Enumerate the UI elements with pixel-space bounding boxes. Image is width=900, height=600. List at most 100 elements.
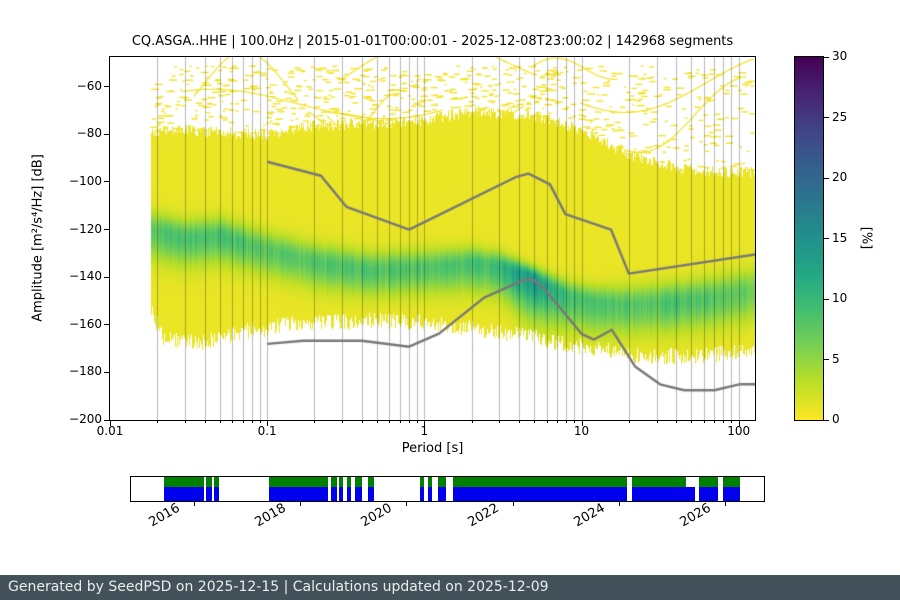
- timeline-year-label: 2022: [465, 500, 502, 531]
- x-minor-tick-mark: [314, 420, 316, 423]
- availability-segment-green: [428, 477, 432, 487]
- availability-segment-blue: [699, 487, 718, 501]
- x-tick-mark: [738, 420, 740, 426]
- availability-segment-green: [339, 477, 344, 487]
- y-tick-label: −200: [69, 412, 102, 426]
- x-minor-tick-mark: [723, 420, 725, 423]
- x-minor-tick-mark: [259, 420, 261, 423]
- availability-segment-blue: [213, 487, 219, 501]
- availability-timeline: [130, 476, 765, 502]
- y-tick-label: −100: [69, 173, 102, 188]
- timeline-year-label: 2024: [571, 500, 608, 531]
- x-minor-tick-mark: [232, 420, 234, 423]
- availability-segment-blue: [339, 487, 344, 501]
- colorbar-tick-label: 15: [832, 230, 848, 245]
- timeline-year-tick: [193, 502, 195, 506]
- x-minor-tick-mark: [731, 420, 733, 423]
- y-tick-mark: [104, 181, 110, 183]
- x-minor-tick-mark: [342, 420, 344, 423]
- availability-segment-blue: [205, 487, 212, 501]
- x-minor-tick-mark: [557, 420, 559, 423]
- availability-segment-green: [453, 477, 628, 487]
- colorbar-tick-mark: [824, 238, 829, 239]
- x-minor-tick-mark: [157, 420, 159, 423]
- availability-segment-blue: [438, 487, 447, 501]
- chart-title: CQ.ASGA..HHE | 100.0Hz | 2015-01-01T00:0…: [131, 34, 734, 49]
- x-tick-label: 0.1: [257, 424, 277, 438]
- availability-segment-green: [163, 477, 204, 487]
- x-minor-tick-mark: [499, 420, 501, 423]
- x-minor-tick-mark: [417, 420, 419, 423]
- availability-segment-blue: [631, 487, 696, 501]
- timeline-year-tick: [406, 502, 408, 506]
- x-minor-tick-mark: [204, 420, 206, 423]
- timeline-year-label: 2026: [677, 500, 714, 531]
- x-minor-tick-mark: [389, 420, 391, 423]
- x-minor-tick-mark: [574, 420, 576, 423]
- x-minor-tick-mark: [518, 420, 520, 423]
- x-minor-tick-mark: [399, 420, 401, 423]
- availability-segment-blue: [268, 487, 328, 501]
- x-tick-label: 100: [727, 424, 751, 438]
- x-minor-tick-mark: [628, 420, 630, 423]
- y-tick-label: −80: [76, 126, 102, 141]
- x-minor-tick-mark: [566, 420, 568, 423]
- colorbar-tick-mark: [824, 419, 829, 421]
- y-tick-mark: [104, 229, 110, 231]
- y-tick-mark: [104, 419, 110, 421]
- x-tick-label: 10: [573, 424, 590, 438]
- y-tick-label: −60: [76, 78, 102, 93]
- y-tick-mark: [104, 86, 110, 88]
- x-minor-tick-mark: [546, 420, 548, 423]
- availability-segment-blue: [428, 487, 432, 501]
- x-minor-tick-mark: [703, 420, 705, 423]
- y-tick-label: −160: [69, 316, 102, 331]
- x-tick-mark: [424, 420, 426, 426]
- availability-segment-blue: [420, 487, 424, 501]
- availability-green-gap: [686, 477, 696, 487]
- colorbar-tick-mark: [824, 359, 829, 360]
- colorbar-tick-label: 30: [832, 49, 848, 63]
- x-minor-tick-mark: [184, 420, 186, 423]
- timeline-year-label: 2018: [252, 500, 289, 531]
- colorbar-tick-label: 10: [832, 291, 848, 305]
- y-tick-label: −140: [69, 269, 102, 284]
- availability-segment-green: [368, 477, 375, 487]
- colorbar-tick-mark: [824, 56, 829, 58]
- x-minor-tick-mark: [714, 420, 716, 423]
- availability-segment-green: [420, 477, 424, 487]
- y-tick-label: −180: [69, 364, 102, 379]
- x-tick-mark: [110, 420, 111, 426]
- availability-segment-blue: [368, 487, 375, 501]
- y-tick-label: −120: [69, 221, 102, 236]
- colorbar-tick-label: 25: [832, 109, 848, 124]
- colorbar-gradient: [795, 57, 823, 420]
- availability-segment-green: [347, 477, 352, 487]
- x-minor-tick-mark: [656, 420, 658, 423]
- y-tick-mark: [104, 133, 110, 135]
- x-minor-tick-mark: [242, 420, 244, 423]
- x-tick-label: 0.01: [96, 424, 124, 438]
- x-axis-label: Period [s]: [401, 441, 464, 456]
- colorbar-tick-mark: [824, 117, 829, 118]
- x-tick-label: 1: [420, 424, 429, 438]
- x-minor-tick-mark: [534, 420, 536, 423]
- x-minor-tick-mark: [219, 420, 221, 423]
- x-minor-tick-mark: [251, 420, 253, 423]
- y-tick-mark: [104, 371, 110, 373]
- availability-segment-blue: [723, 487, 741, 501]
- colorbar-label: [%]: [858, 226, 874, 250]
- timeline-year-label: 2020: [358, 500, 395, 531]
- availability-segment-green: [268, 477, 328, 487]
- x-minor-tick-mark: [377, 420, 379, 423]
- x-minor-tick-mark: [471, 420, 473, 423]
- x-minor-tick-mark: [676, 420, 678, 423]
- timeline-year-tick: [300, 502, 302, 506]
- y-axis-label: Amplitude [m²/s⁴/Hz] [dB]: [30, 154, 46, 322]
- footer-text: Generated by SeedPSD on 2025-12-15 | Cal…: [8, 579, 549, 595]
- timeline-year-tick: [618, 502, 620, 506]
- availability-segment-blue: [163, 487, 204, 501]
- availability-segment-green: [699, 477, 718, 487]
- x-tick-mark: [267, 420, 269, 426]
- colorbar-tick-label: 20: [832, 170, 848, 184]
